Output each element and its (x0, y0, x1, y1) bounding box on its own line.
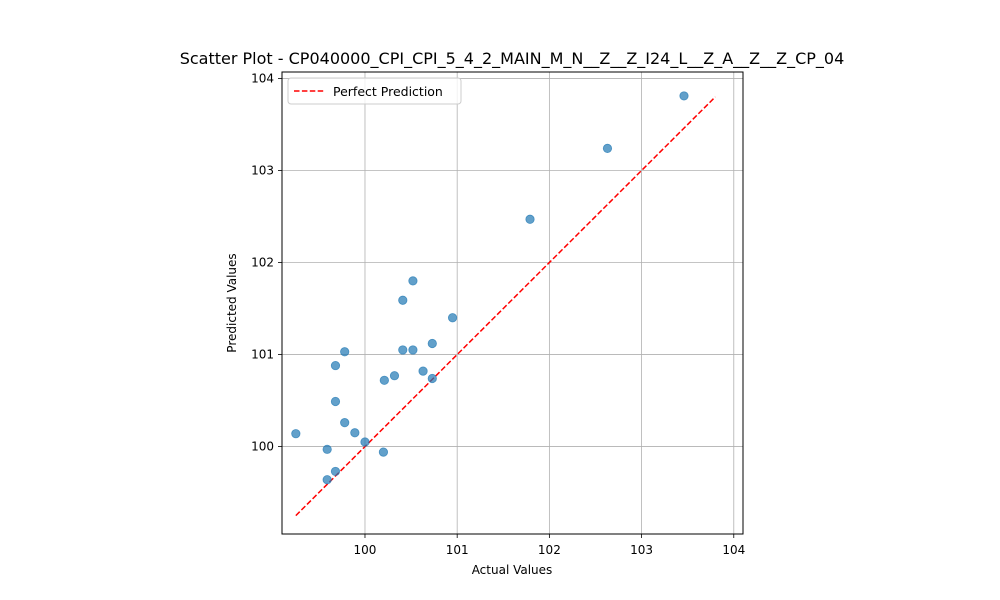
data-point (679, 91, 689, 101)
data-point (330, 396, 341, 407)
y-tick-label: 102 (251, 256, 274, 270)
y-tick-label: 100 (251, 440, 274, 454)
data-point (408, 345, 418, 355)
data-point (330, 360, 341, 371)
data-point (291, 429, 301, 439)
data-point (389, 371, 400, 381)
data-point (427, 338, 437, 349)
data-point (350, 428, 360, 438)
data-point (322, 475, 332, 485)
data-point (340, 418, 350, 428)
y-tick-label: 104 (251, 71, 274, 85)
data-point (447, 313, 458, 323)
data-point (322, 444, 332, 454)
data-point (378, 447, 389, 457)
x-tick-label: 100 (354, 543, 377, 557)
x-tick-label: 101 (446, 543, 469, 557)
legend: Perfect Prediction (287, 77, 462, 105)
x-tick-label: 104 (722, 543, 745, 557)
data-point (398, 295, 408, 305)
x-axis-label: Actual Values (472, 563, 553, 577)
chart-title: Scatter Plot - CP040000_CPI_CPI_5_4_2_MA… (180, 49, 845, 69)
x-tick-label: 103 (630, 543, 653, 557)
y-tick-label: 101 (251, 348, 274, 362)
legend-label: Perfect Prediction (333, 84, 443, 99)
data-point (408, 276, 418, 286)
data-point (340, 347, 350, 357)
data-point (427, 373, 437, 384)
data-point (360, 437, 370, 447)
data-point (379, 375, 389, 385)
legend-box (287, 77, 462, 105)
y-axis-ticks: 100 101 102 103 104 (251, 71, 282, 454)
y-axis-label: Predicted Values (225, 253, 239, 352)
data-point (525, 214, 535, 224)
y-tick-label: 103 (251, 163, 274, 177)
scatter-points (291, 91, 689, 485)
data-point (398, 345, 408, 355)
data-point (602, 143, 613, 153)
grid (282, 72, 743, 534)
data-point (418, 366, 428, 376)
data-point (330, 466, 341, 477)
x-tick-label: 102 (538, 543, 561, 557)
x-axis-ticks: 100 101 102 103 104 (354, 534, 745, 557)
plot-frame (281, 71, 744, 535)
